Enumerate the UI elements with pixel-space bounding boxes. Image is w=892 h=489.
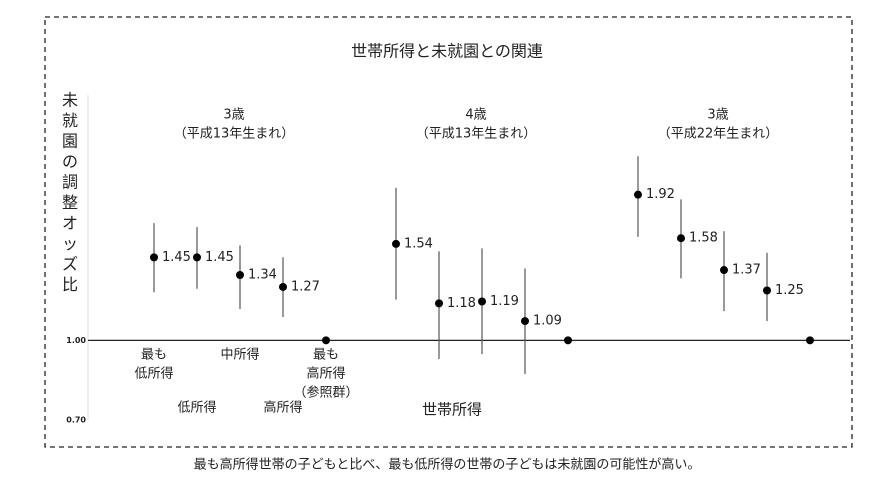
y-axis-label: ズ bbox=[62, 255, 78, 274]
x-tick-label: （参照群） bbox=[293, 385, 358, 401]
group-label: 3歳 bbox=[707, 108, 728, 123]
caption: 最も高所得世帯の子どもと比べ、最も低所得の世帯の子どもは未就園の可能性が高い。 bbox=[194, 457, 701, 473]
x-tick-label: 最も bbox=[141, 348, 167, 363]
y-tick-label: 1.00 bbox=[66, 336, 86, 345]
x-tick-label: 最も bbox=[313, 348, 339, 363]
y-axis-label: 園 bbox=[62, 132, 78, 151]
point bbox=[634, 190, 642, 199]
value-label: 1.27 bbox=[291, 279, 320, 294]
value-label: 1.18 bbox=[447, 296, 476, 311]
group-label: 3歳 bbox=[223, 108, 244, 123]
value-label: 1.25 bbox=[775, 283, 804, 298]
group-label: （平成22年生まれ） bbox=[658, 127, 779, 142]
point bbox=[521, 317, 529, 326]
value-label: 1.92 bbox=[646, 187, 675, 202]
group-label: 4歳 bbox=[465, 108, 486, 123]
x-tick-label: 高所得 bbox=[263, 400, 302, 416]
value-label: 1.34 bbox=[248, 267, 277, 282]
value-label: 1.19 bbox=[490, 294, 519, 309]
point bbox=[236, 270, 244, 279]
x-tick-label: 中所得 bbox=[220, 347, 259, 363]
point bbox=[763, 286, 771, 295]
point bbox=[392, 239, 400, 248]
group-label: （平成13年生まれ） bbox=[174, 127, 295, 142]
value-label: 1.37 bbox=[732, 263, 761, 278]
point bbox=[478, 297, 486, 306]
y-axis-label: 整 bbox=[62, 193, 78, 212]
y-axis-label: 比 bbox=[62, 275, 78, 294]
point bbox=[435, 299, 443, 308]
point bbox=[806, 336, 814, 345]
y-axis-label: 就 bbox=[62, 111, 78, 130]
y-axis-label: の bbox=[62, 152, 78, 171]
x-tick-label: 低所得 bbox=[134, 366, 173, 382]
value-label: 1.54 bbox=[404, 236, 433, 251]
y-axis-label: オ bbox=[62, 214, 78, 233]
value-label: 1.58 bbox=[689, 231, 718, 246]
y-tick-label: 0.70 bbox=[66, 416, 86, 425]
frame bbox=[44, 16, 853, 448]
chart-title: 世帯所得と未就園との関連 bbox=[351, 42, 543, 61]
value-label: 1.45 bbox=[205, 250, 234, 265]
point bbox=[564, 336, 572, 345]
point bbox=[193, 253, 201, 262]
x-axis-label: 世帯所得 bbox=[422, 401, 482, 419]
y-axis-label: ッ bbox=[62, 234, 78, 253]
point bbox=[322, 336, 330, 345]
point bbox=[720, 266, 728, 275]
x-tick-label: 高所得 bbox=[306, 366, 345, 382]
point bbox=[279, 282, 287, 291]
group-label: （平成13年生まれ） bbox=[416, 127, 537, 142]
point bbox=[150, 253, 158, 262]
point bbox=[677, 234, 685, 243]
y-axis-label: 調 bbox=[62, 173, 78, 192]
value-label: 1.45 bbox=[162, 250, 191, 265]
value-label: 1.09 bbox=[533, 314, 562, 329]
y-axis-label: 未 bbox=[62, 91, 78, 110]
x-tick-label: 低所得 bbox=[177, 400, 216, 416]
